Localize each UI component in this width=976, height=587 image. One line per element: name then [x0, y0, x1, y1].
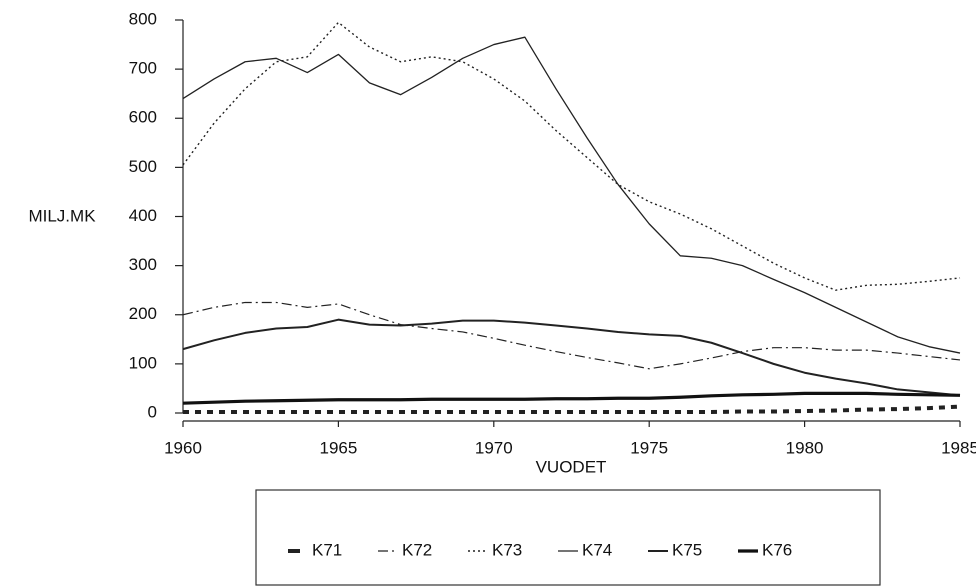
series-line: [182, 36, 961, 354]
series-line: [182, 301, 961, 370]
series-line: [182, 318, 961, 397]
y-tick-label: 400: [129, 206, 157, 225]
legend-label: K72: [402, 540, 432, 559]
legend-label: K74: [582, 540, 612, 559]
y-tick-label: 100: [129, 353, 157, 372]
x-tick-label: 1970: [475, 438, 513, 457]
y-tick-label: 500: [129, 157, 157, 176]
legend-box: [255, 489, 881, 586]
x-axis-label: VUODET: [536, 457, 607, 476]
legend-label: K76: [762, 540, 792, 559]
y-axis-label: MILJ.MK: [28, 206, 96, 225]
x-tick-label: 1965: [319, 438, 357, 457]
y-tick-label: 0: [148, 402, 157, 421]
x-tick-label: 1975: [630, 438, 668, 457]
series-line: [182, 391, 961, 405]
legend-label: K73: [492, 540, 522, 559]
y-tick-label: 200: [129, 304, 157, 323]
y-tick-label: 600: [129, 108, 157, 127]
legend-label: K75: [672, 540, 702, 559]
series-line: [183, 404, 961, 415]
series-line: [182, 21, 961, 291]
x-tick-label: 1980: [786, 438, 824, 457]
x-tick-label: 1960: [164, 438, 202, 457]
y-tick-label: 300: [129, 255, 157, 274]
x-tick-label: 1985: [941, 438, 976, 457]
y-tick-label: 800: [129, 9, 157, 28]
y-tick-label: 700: [129, 59, 157, 78]
legend-label: K71: [312, 540, 342, 559]
